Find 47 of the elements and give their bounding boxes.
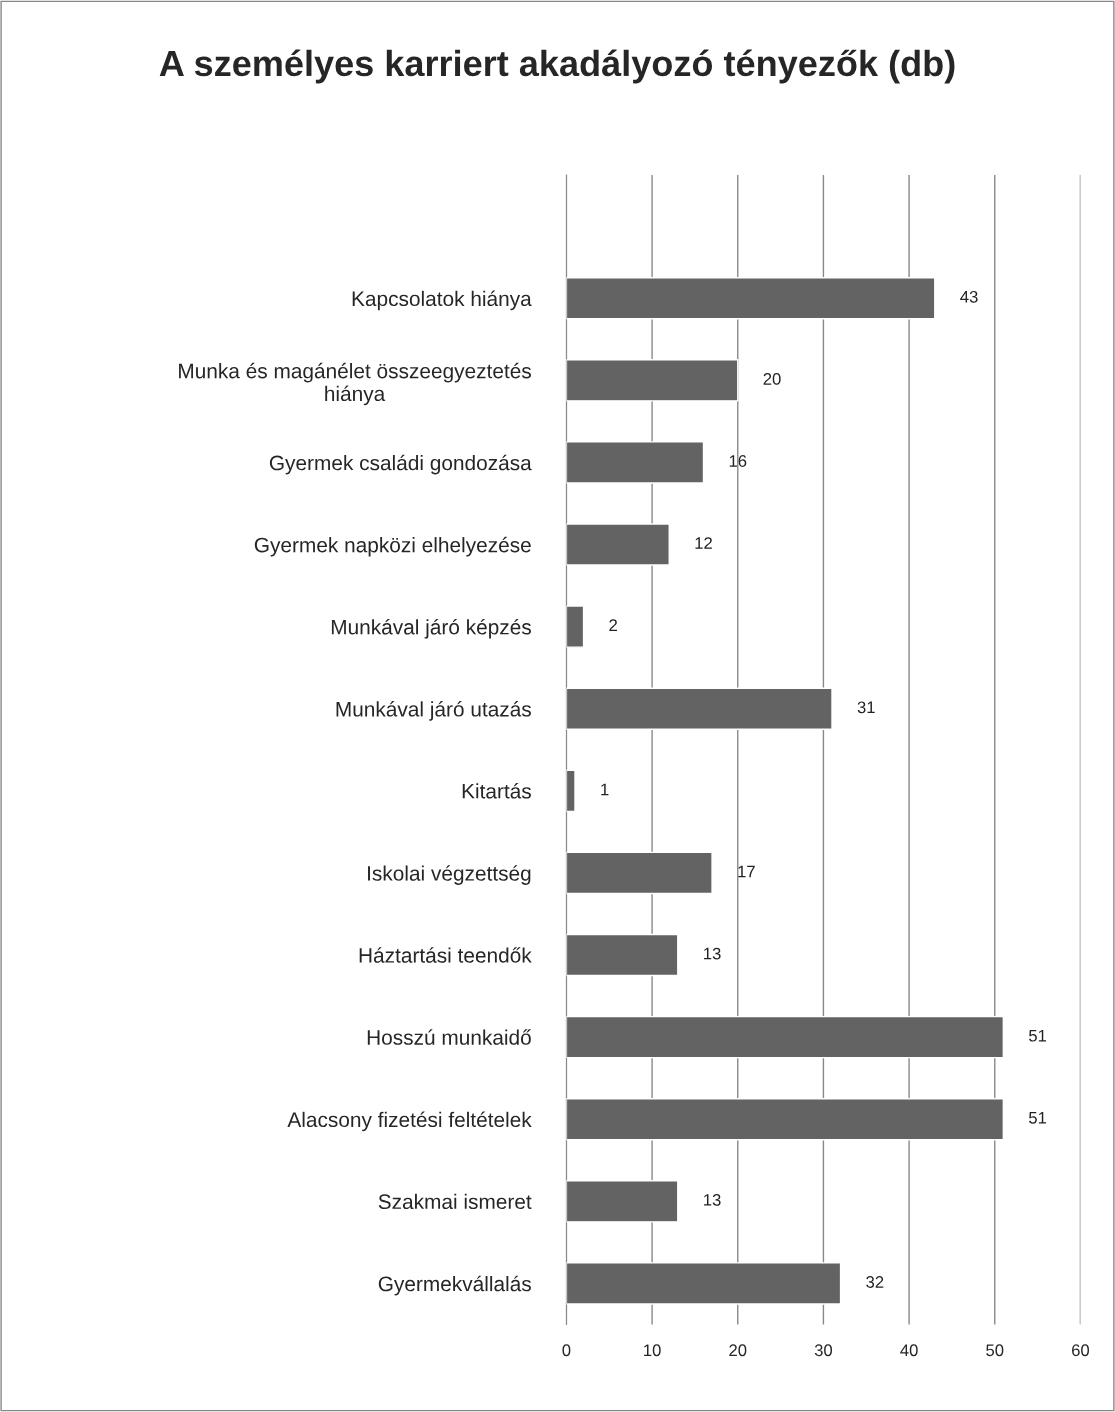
data-label: 20 [763,373,781,385]
bar [566,605,585,648]
data-label: 1 [601,783,609,796]
y-tick-label: Kitartás [462,783,531,799]
bar [566,1015,1005,1059]
data-label: 16 [729,455,747,467]
x-tick-label: 10 [644,1344,661,1357]
y-tick-label: Munkával járó képzés [331,618,531,639]
y-tick-label: Kapcsolatok hiánya [352,290,532,311]
y-tick-label: Gyermek családi gondozása [269,454,532,475]
data-label: 13 [704,947,721,960]
data-label: 51 [1029,1029,1047,1042]
bar [566,1180,679,1223]
y-tick-label: Munka és magánélet összeegyeztetés hiánya [179,362,531,406]
x-tick-label: 50 [986,1344,1004,1357]
y-tick-label: Háztartási teendők [359,947,532,963]
x-tick-label: 30 [814,1344,833,1357]
y-tick-label: Iskolai végzettség [368,865,531,885]
data-label: 2 [609,619,617,631]
data-label: 13 [704,1193,721,1206]
y-tick-label: Munkával járó utazás [336,701,531,721]
data-label: 51 [1029,1112,1047,1124]
x-tick-label: 60 [1072,1344,1090,1357]
data-label: 12 [695,537,712,549]
y-tick-label: Szakmai ismeret [378,1193,532,1210]
bar [566,441,705,484]
bar [566,359,739,402]
bar [566,523,670,566]
data-label: 43 [960,290,978,303]
bar [566,851,713,895]
chart-title: A személyes karriert akadályozó tényezők (db) [159,49,955,84]
bar [566,277,936,320]
bar [566,687,833,730]
x-tick-label: 40 [900,1344,918,1357]
y-tick-label: Hosszú munkaidő [367,1029,531,1045]
data-label: 32 [866,1276,884,1288]
y-tick-label: Gyermek napközi elhelyezése [254,536,531,557]
bar [566,769,576,813]
bar [566,933,679,977]
data-label: 17 [738,865,755,878]
y-tick-label: Gyermekvállalás [378,1275,531,1296]
y-tick-label: Alacsony fizetési feltételek [287,1111,532,1132]
data-label: 31 [857,701,875,714]
x-tick-label: 0 [562,1344,571,1357]
bar [566,1097,1005,1141]
x-tick-label: 20 [729,1344,747,1357]
bar [566,1262,842,1305]
